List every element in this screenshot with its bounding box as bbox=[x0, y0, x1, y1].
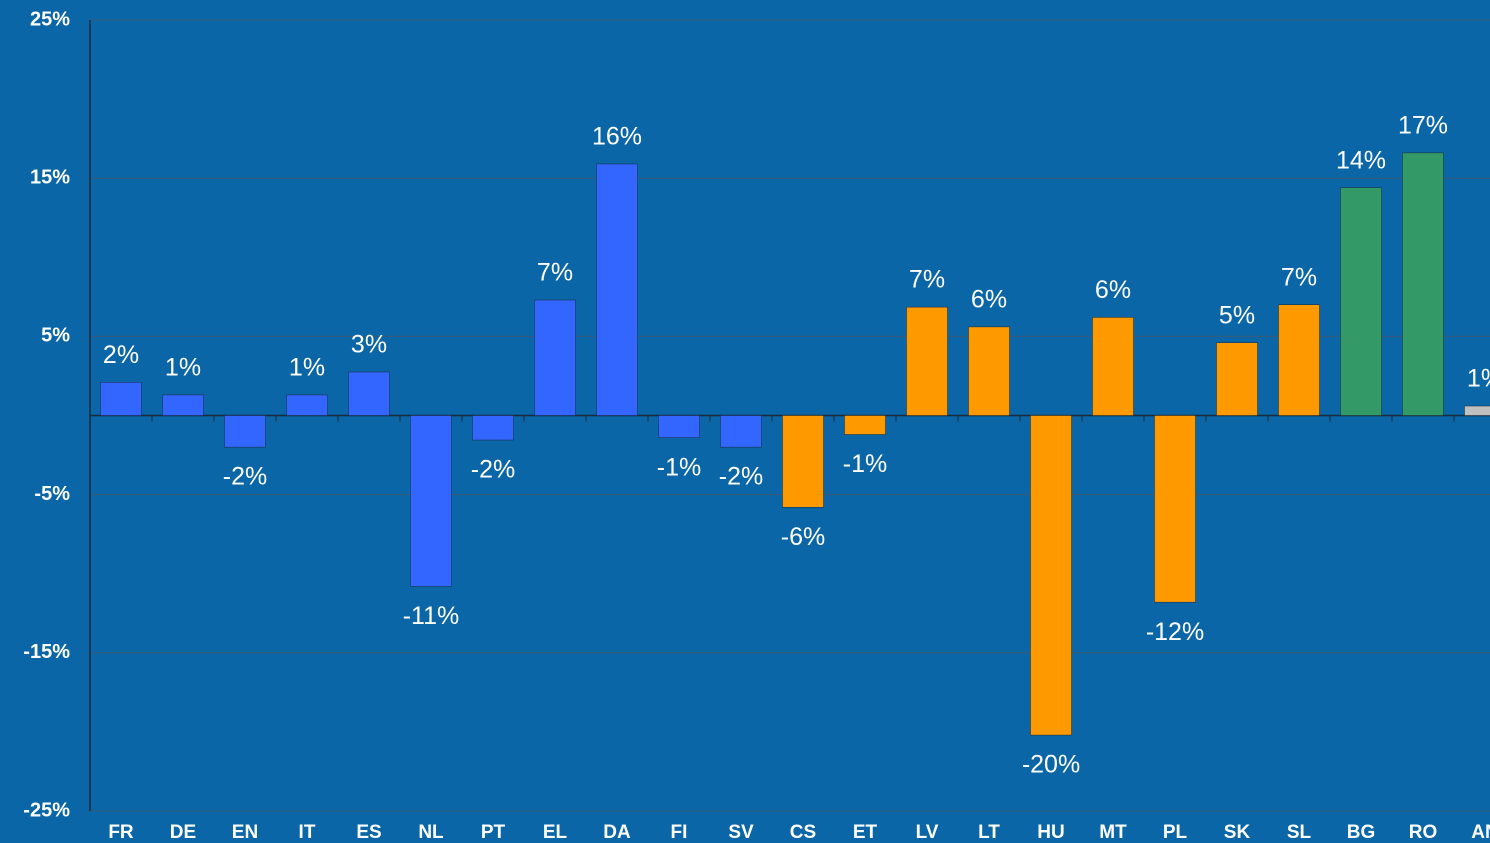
x-tick-label: ET bbox=[853, 822, 878, 843]
y-tick-label: 25% bbox=[30, 8, 70, 30]
x-tick-label: BG bbox=[1347, 822, 1376, 843]
value-label: 7% bbox=[909, 266, 945, 294]
x-tick-label: AN bbox=[1471, 822, 1490, 843]
bar bbox=[1278, 304, 1320, 416]
bar bbox=[224, 415, 266, 448]
bar bbox=[1340, 187, 1382, 416]
bar bbox=[1092, 317, 1134, 416]
bar bbox=[534, 299, 576, 416]
value-label: -20% bbox=[1022, 751, 1080, 779]
bar bbox=[782, 415, 824, 508]
x-tick-label: DA bbox=[603, 822, 631, 843]
bar bbox=[1216, 342, 1258, 416]
bar bbox=[1030, 415, 1072, 736]
value-label: -2% bbox=[471, 456, 515, 484]
value-label: -2% bbox=[223, 463, 267, 491]
x-tick-label: IT bbox=[299, 822, 316, 843]
value-label: 17% bbox=[1398, 111, 1448, 139]
x-tick-label: SV bbox=[728, 822, 754, 843]
bar bbox=[1464, 405, 1490, 416]
x-tick-label: LT bbox=[978, 822, 1000, 843]
value-label: 14% bbox=[1336, 146, 1386, 174]
bar bbox=[472, 415, 514, 441]
value-label: -2% bbox=[719, 463, 763, 491]
value-label: -6% bbox=[781, 523, 825, 551]
value-label: 1% bbox=[165, 354, 201, 382]
y-tick-label: -5% bbox=[34, 483, 70, 505]
x-tick-label: FI bbox=[671, 822, 688, 843]
bar bbox=[100, 382, 142, 416]
y-tick-label: 15% bbox=[30, 166, 70, 188]
x-tick-label: RO bbox=[1409, 822, 1438, 843]
bar bbox=[1402, 152, 1444, 416]
x-tick-label: SK bbox=[1224, 822, 1251, 843]
bar bbox=[906, 306, 948, 416]
value-label: 2% bbox=[103, 341, 139, 369]
x-tick-label: EL bbox=[543, 822, 568, 843]
bar bbox=[348, 371, 390, 416]
value-label: 7% bbox=[537, 259, 573, 287]
x-tick-label: MT bbox=[1099, 822, 1127, 843]
x-tick-label: LV bbox=[916, 822, 939, 843]
value-label: 16% bbox=[592, 123, 642, 151]
bar bbox=[286, 394, 328, 416]
y-tick-label: -25% bbox=[23, 799, 70, 821]
x-tick-label: FR bbox=[108, 822, 134, 843]
value-label: 1% bbox=[289, 354, 325, 382]
x-tick-label: EN bbox=[232, 822, 258, 843]
value-label: 3% bbox=[351, 331, 387, 359]
x-tick-label: PL bbox=[1163, 822, 1188, 843]
value-label: 6% bbox=[971, 286, 1007, 314]
bar bbox=[162, 394, 204, 416]
value-label: -1% bbox=[843, 450, 887, 478]
x-tick-label: ES bbox=[356, 822, 381, 843]
value-label: 5% bbox=[1219, 301, 1255, 329]
bar bbox=[968, 326, 1010, 416]
x-tick-label: NL bbox=[418, 822, 444, 843]
x-tick-label: PT bbox=[481, 822, 506, 843]
bar bbox=[720, 415, 762, 448]
value-label: 1% bbox=[1467, 365, 1490, 393]
x-tick-label: SL bbox=[1287, 822, 1312, 843]
x-tick-label: HU bbox=[1037, 822, 1064, 843]
bar bbox=[410, 415, 452, 587]
x-tick-label: DE bbox=[170, 822, 196, 843]
value-label: -1% bbox=[657, 453, 701, 481]
value-label: 6% bbox=[1095, 276, 1131, 304]
bar bbox=[596, 163, 638, 416]
value-label: 7% bbox=[1281, 263, 1317, 291]
value-label: -12% bbox=[1146, 618, 1204, 646]
y-tick-label: 5% bbox=[41, 325, 70, 347]
bar bbox=[658, 415, 700, 438]
x-tick-label: CS bbox=[790, 822, 816, 843]
value-label: -11% bbox=[403, 602, 460, 630]
y-tick-label: -15% bbox=[23, 641, 70, 663]
bar bbox=[844, 415, 886, 435]
bar bbox=[1154, 415, 1196, 603]
